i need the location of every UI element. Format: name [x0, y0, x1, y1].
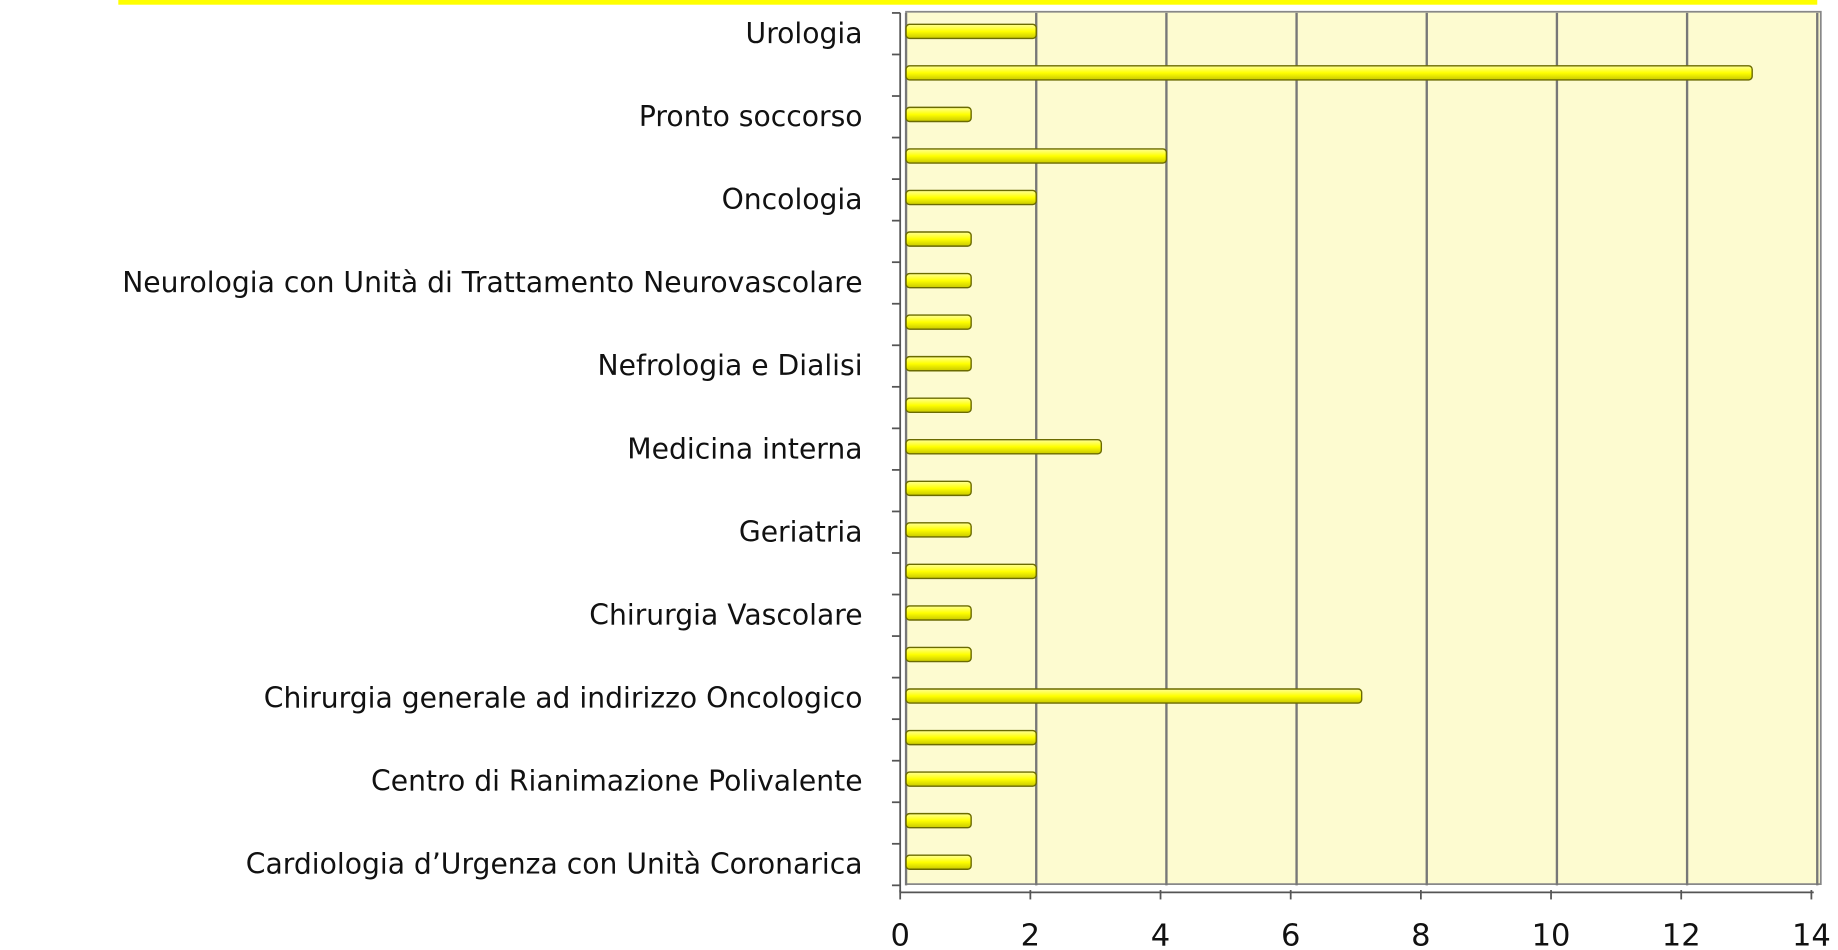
y-tick-label: Oncologia [722, 183, 863, 216]
x-tick-label: 0 [890, 919, 909, 950]
bar [905, 106, 972, 123]
bar [905, 812, 972, 829]
bar [905, 854, 972, 870]
bar [905, 355, 972, 372]
y-tick-label: Medicina interna [627, 432, 862, 465]
top-band [118, 0, 1818, 5]
x-tick-label: 2 [1021, 919, 1040, 950]
bar [905, 646, 972, 663]
y-tick-label: Nefrologia e Dialisi [598, 349, 863, 382]
y-tick-label: Chirurgia generale ad indirizzo Oncologi… [264, 682, 863, 715]
bar [905, 605, 972, 621]
bar [905, 65, 1753, 81]
x-tick-label: 10 [1532, 919, 1571, 950]
y-tick-label: Geriatria [739, 515, 863, 548]
x-tick-label: 6 [1281, 919, 1300, 950]
y-tick-label: Neurologia con Unità di Trattamento Neur… [122, 266, 862, 299]
bar [905, 148, 1168, 164]
y-tick-label: Pronto soccorso [639, 100, 863, 133]
bar [905, 397, 972, 413]
bar [905, 563, 1037, 580]
y-tick-label: Cardiologia d’Urgenza con Unità Coronari… [246, 848, 863, 881]
y-tick-label: Chirurgia Vascolare [589, 598, 862, 631]
bar [905, 688, 1363, 704]
bar [905, 729, 1037, 746]
bar [905, 314, 972, 330]
bar [905, 439, 1103, 455]
bar [905, 231, 972, 247]
bar [905, 522, 972, 538]
bar [905, 771, 1037, 787]
bar [905, 23, 1037, 40]
bar [905, 189, 1037, 206]
y-tick-label: Centro di Rianimazione Polivalente [371, 765, 863, 798]
y-tick-label: Urologia [746, 17, 863, 50]
x-tick-label: 12 [1662, 919, 1701, 950]
x-tick-label: 8 [1411, 919, 1430, 950]
bar [905, 272, 972, 289]
x-tick-label: 14 [1792, 919, 1831, 950]
bar [905, 480, 972, 497]
x-tick-label: 4 [1151, 919, 1170, 950]
